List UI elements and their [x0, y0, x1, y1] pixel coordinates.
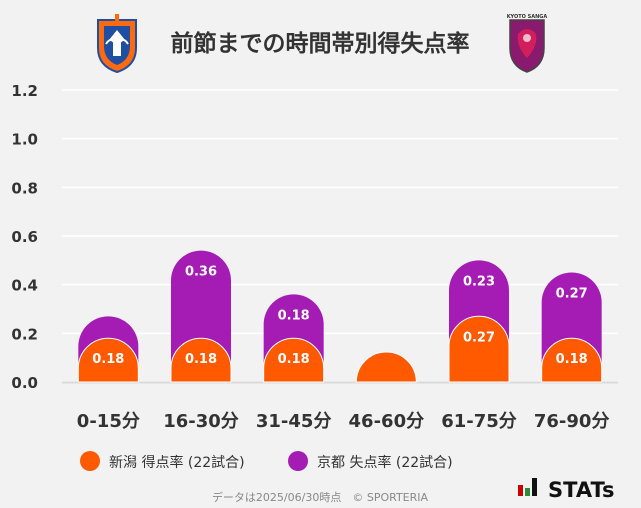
y-axis: 0.0 0.2 0.4 0.6 0.8 1.0 1.2 [11, 82, 38, 392]
albirex-niigata-emblem [97, 14, 137, 74]
legend-marker [80, 451, 100, 471]
legend-marker [288, 451, 308, 471]
y-tick-label: 0.6 [11, 228, 38, 246]
y-tick-label: 0.0 [11, 374, 38, 392]
bar-niigata-scored [541, 337, 603, 383]
y-tick-label: 0.4 [11, 277, 38, 295]
brand-bar-red [518, 485, 523, 496]
y-tick-label: 0.2 [11, 325, 38, 343]
bar-niigata-scored [263, 337, 325, 383]
data-label-kyoto: 0.36 [185, 265, 217, 280]
data-label-kyoto: 0.18 [278, 308, 310, 323]
x-tick-label: 46-60分 [349, 411, 425, 432]
bar-niigata-scored [355, 351, 417, 383]
data-label-niigata: 0.18 [185, 352, 217, 367]
grid [62, 89, 618, 384]
data-label-niigata: 0.18 [92, 352, 124, 367]
data-label-niigata: 0.18 [278, 352, 310, 367]
chart-title: 前節までの時間帯別得失点率 [171, 30, 470, 57]
bar-niigata-scored [77, 337, 139, 383]
footer-note: データは2025/06/30時点 © SPORTERIA [212, 490, 429, 504]
legend: 新潟 得点率 (22試合) 京都 失点率 (22試合) [80, 451, 453, 471]
bars: 0.18 0.18 0.36 0.18 0.18 0.27 0.23 0.18 0.27 [77, 250, 603, 383]
y-tick-label: 1.2 [11, 82, 38, 100]
kyoto-logo-text: KYOTO SANGA [507, 14, 548, 20]
legend-label: 新潟 得点率 (22試合) [109, 454, 245, 471]
y-tick-label: 0.8 [11, 179, 38, 197]
legend-label: 京都 失点率 (22試合) [317, 454, 453, 471]
data-label-kyoto: 0.23 [463, 274, 495, 289]
bar-niigata-scored [448, 315, 510, 383]
x-tick-label: 0-15分 [77, 411, 140, 432]
x-tick-label: 61-75分 [441, 411, 517, 432]
data-label-niigata: 0.18 [556, 352, 588, 367]
x-tick-label: 16-30分 [163, 411, 239, 432]
stats-brand-logo: STATs [518, 478, 614, 502]
bar-niigata-scored [170, 337, 232, 383]
x-axis: 0-15分 16-30分 31-45分 46-60分 61-75分 76-90分 [77, 411, 610, 432]
brand-text: STATs [548, 478, 614, 502]
data-label-kyoto: 0.27 [556, 287, 588, 302]
x-tick-label: 31-45分 [256, 411, 332, 432]
y-tick-label: 1.0 [11, 131, 38, 149]
brand-bar-green [525, 488, 530, 496]
kyoto-sanga-emblem: KYOTO SANGA [507, 14, 548, 73]
data-label-niigata: 0.27 [463, 330, 495, 345]
x-tick-label: 76-90分 [534, 411, 610, 432]
brand-bar-black [532, 478, 537, 496]
